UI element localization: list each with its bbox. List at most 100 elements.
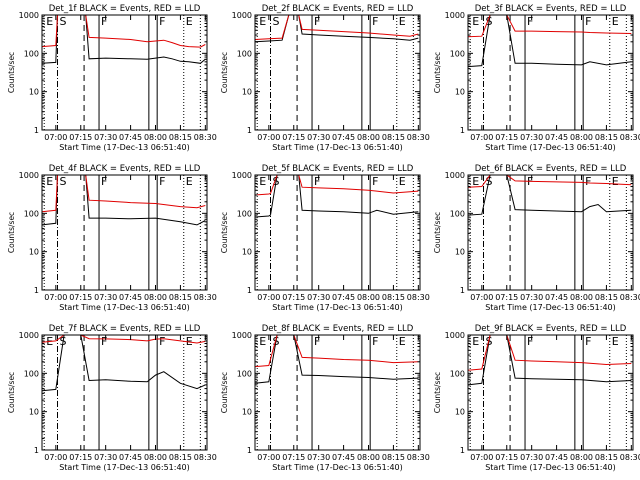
y-tick-label: 100 — [24, 369, 39, 378]
events-series-line — [254, 14, 419, 43]
x-tick-label: 07:30 — [307, 133, 330, 142]
x-tick-label: 08:30 — [620, 293, 640, 302]
y-tick-label: 1 — [34, 286, 39, 295]
x-tick-label: 08:30 — [407, 133, 430, 142]
x-tick-label: 07:45 — [545, 293, 568, 302]
y-tick-label: 1000 — [19, 11, 39, 20]
phase-marker-label: E — [472, 175, 479, 188]
x-tick-label: 07:15 — [282, 293, 305, 302]
phase-marker-label: E — [259, 335, 266, 348]
plot-frame — [254, 174, 421, 291]
phase-marker-label: F — [314, 175, 320, 188]
phase-marker-label: S — [60, 175, 67, 188]
x-tick-label: 07:30 — [520, 133, 543, 142]
phase-marker-label: E — [612, 15, 619, 28]
x-tick-label: 07:00 — [470, 453, 493, 462]
y-tick-label: 1000 — [232, 171, 252, 180]
phase-marker-label: E — [259, 15, 266, 28]
lld-series-line — [254, 174, 419, 196]
y-tick-label: 10 — [455, 408, 465, 417]
x-tick-label: 07:00 — [257, 293, 280, 302]
y-tick-label: 1000 — [19, 331, 39, 340]
x-tick-label: 07:45 — [545, 453, 568, 462]
x-tick-label: 08:30 — [620, 453, 640, 462]
x-tick-label: 07:30 — [94, 453, 117, 462]
x-tick-label: 07:15 — [69, 293, 92, 302]
x-axis-label: Start Time (17-Dec-13 06:51:40) — [59, 303, 190, 312]
x-tick-label: 08:15 — [595, 453, 618, 462]
x-axis-label: Start Time (17-Dec-13 06:51:40) — [485, 143, 616, 152]
events-series-line — [467, 14, 632, 68]
phase-marker-label: F — [585, 335, 591, 348]
x-tick-label: 08:30 — [407, 453, 430, 462]
phase-marker-label: E — [399, 175, 406, 188]
lld-series-line — [467, 174, 632, 188]
x-tick-label: 08:15 — [169, 453, 192, 462]
y-axis-label: Counts/sec — [7, 212, 16, 253]
plot-frame — [467, 174, 634, 291]
y-tick-label: 1 — [460, 446, 465, 455]
y-tick-label: 100 — [24, 49, 39, 58]
y-tick-label: 1000 — [445, 331, 465, 340]
phase-marker-label: F — [101, 175, 107, 188]
y-axis-label: Counts/sec — [433, 372, 442, 413]
chart-title: Det_5f BLACK = Events, RED = LLD — [262, 164, 414, 174]
x-tick-label: 08:30 — [194, 453, 217, 462]
y-tick-label: 10 — [455, 88, 465, 97]
x-tick-label: 08:15 — [382, 293, 405, 302]
y-axis-label: Counts/sec — [220, 52, 229, 93]
lld-series-line — [254, 334, 419, 368]
y-tick-label: 1000 — [19, 171, 39, 180]
x-tick-label: 07:45 — [119, 293, 142, 302]
phase-marker-label: E — [399, 15, 406, 28]
y-tick-label: 10 — [29, 88, 39, 97]
events-series-line — [467, 174, 632, 216]
y-axis-label: Counts/sec — [7, 52, 16, 93]
x-tick-label: 08:00 — [357, 133, 380, 142]
y-tick-label: 100 — [237, 369, 252, 378]
x-axis-label: Start Time (17-Dec-13 06:51:40) — [59, 143, 190, 152]
x-tick-label: 08:30 — [407, 293, 430, 302]
chart-title: Det_6f BLACK = Events, RED = LLD — [475, 164, 627, 174]
plot-frame — [41, 174, 208, 291]
x-tick-label: 08:15 — [169, 293, 192, 302]
phase-marker-label: F — [372, 335, 378, 348]
x-tick-label: 08:15 — [595, 293, 618, 302]
x-tick-label: 08:30 — [620, 133, 640, 142]
x-tick-label: 08:00 — [570, 453, 593, 462]
y-axis-label: Counts/sec — [220, 212, 229, 253]
phase-marker-label: F — [585, 15, 591, 28]
phase-marker-label: F — [101, 335, 107, 348]
lld-series-line — [254, 14, 419, 40]
x-tick-label: 08:00 — [144, 453, 167, 462]
x-tick-label: 08:00 — [144, 133, 167, 142]
phase-marker-label: E — [186, 175, 193, 188]
x-tick-label: 07:30 — [520, 293, 543, 302]
y-tick-label: 1 — [34, 446, 39, 455]
chart-title: Det_1f BLACK = Events, RED = LLD — [49, 4, 201, 14]
y-tick-label: 100 — [237, 49, 252, 58]
y-tick-label: 1000 — [232, 331, 252, 340]
x-tick-label: 07:15 — [495, 133, 518, 142]
x-tick-label: 07:30 — [307, 293, 330, 302]
x-tick-label: 07:00 — [257, 453, 280, 462]
phase-marker-label: E — [186, 335, 193, 348]
phase-marker-label: F — [159, 335, 165, 348]
x-tick-label: 08:30 — [194, 133, 217, 142]
x-tick-label: 07:45 — [545, 133, 568, 142]
x-tick-label: 07:00 — [44, 293, 67, 302]
events-series-line — [254, 334, 419, 384]
phase-marker-label: F — [372, 15, 378, 28]
chart-title: Det_2f BLACK = Events, RED = LLD — [262, 4, 414, 14]
y-tick-label: 100 — [237, 209, 252, 218]
plot-frame — [41, 334, 208, 451]
phase-marker-label: S — [273, 15, 280, 28]
x-tick-label: 07:30 — [520, 453, 543, 462]
x-tick-label: 08:00 — [357, 453, 380, 462]
y-axis-label: Counts/sec — [220, 372, 229, 413]
